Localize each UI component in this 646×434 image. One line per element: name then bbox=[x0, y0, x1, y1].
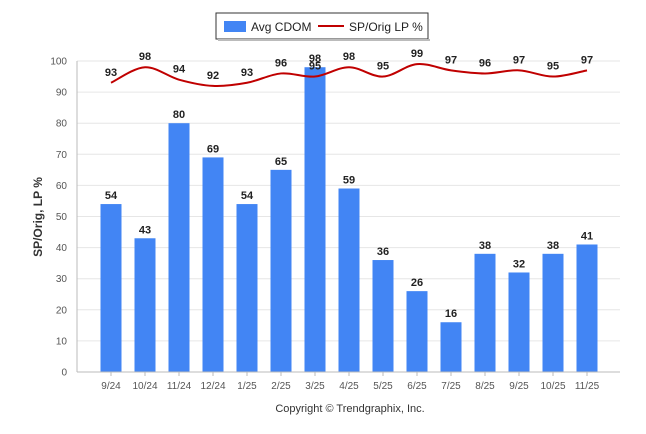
y-tick-label-60: 60 bbox=[56, 181, 68, 192]
y-tick-label-40: 40 bbox=[56, 243, 68, 254]
line-label-10: 97 bbox=[445, 54, 457, 66]
x-tick-label-1: 10/24 bbox=[132, 381, 157, 392]
line-label-5: 96 bbox=[275, 57, 287, 69]
line-label-2: 94 bbox=[173, 64, 186, 76]
x-tick-label-0: 9/24 bbox=[101, 381, 121, 392]
bar-label-8: 36 bbox=[377, 246, 389, 258]
line-label-1: 98 bbox=[139, 51, 151, 63]
x-tick-label-8: 5/25 bbox=[373, 381, 393, 392]
bar-6 bbox=[304, 67, 326, 372]
x-tick-label-11: 8/25 bbox=[475, 381, 495, 392]
x-tick-label-7: 4/25 bbox=[339, 381, 359, 392]
bar-9 bbox=[406, 291, 428, 372]
y-tick-label-70: 70 bbox=[56, 150, 68, 161]
bar-label-3: 69 bbox=[207, 143, 219, 155]
bar-label-12: 32 bbox=[513, 258, 525, 270]
bar-label-2: 80 bbox=[173, 109, 185, 121]
legend: Avg CDOM SP/Orig LP % bbox=[215, 12, 430, 41]
legend-label-sp-orig-lp: SP/Orig LP % bbox=[349, 20, 423, 34]
y-axis-title: SP/Orig, LP % bbox=[31, 177, 45, 257]
bar-label-4: 54 bbox=[241, 190, 254, 202]
bar-layer bbox=[100, 67, 598, 372]
legend-box-shadow bbox=[218, 39, 430, 41]
bar-3 bbox=[202, 157, 224, 372]
bar-label-13: 38 bbox=[547, 240, 559, 252]
line-label-12: 97 bbox=[513, 54, 525, 66]
x-tick-label-9: 6/25 bbox=[407, 381, 427, 392]
bar-label-11: 38 bbox=[479, 240, 491, 252]
bar-1 bbox=[134, 238, 156, 372]
y-tick-label-30: 30 bbox=[56, 274, 68, 285]
legend-swatch-avg-cdom bbox=[224, 21, 246, 32]
bar-0 bbox=[100, 204, 122, 372]
x-tick-label-5: 2/25 bbox=[271, 381, 291, 392]
bar-4 bbox=[236, 204, 258, 372]
label-layer: 54 43 80 69 54 65 98 59 36 26 16 38 32 38 41 93 98 94 92 93… bbox=[105, 48, 593, 320]
bar-label-5: 65 bbox=[275, 156, 287, 168]
bar-10 bbox=[440, 322, 462, 372]
bar-label-6: 98 bbox=[309, 53, 321, 65]
x-tick-label-2: 11/24 bbox=[167, 381, 192, 392]
legend-label-avg-cdom: Avg CDOM bbox=[251, 20, 311, 34]
y-tick-label-90: 90 bbox=[56, 88, 68, 99]
x-tick-label-4: 1/25 bbox=[237, 381, 257, 392]
line-label-9: 99 bbox=[411, 48, 423, 60]
bar-14 bbox=[576, 244, 598, 372]
line-label-8: 95 bbox=[377, 61, 389, 73]
x-tick-label-12: 9/25 bbox=[509, 381, 529, 392]
x-tick-label-13: 10/25 bbox=[540, 381, 565, 392]
bar-13 bbox=[542, 253, 564, 372]
bar-label-9: 26 bbox=[411, 277, 423, 289]
bar-label-7: 59 bbox=[343, 175, 355, 187]
bar-label-10: 16 bbox=[445, 308, 457, 320]
line-layer bbox=[110, 63, 588, 87]
line-label-14: 97 bbox=[581, 54, 593, 66]
bar-label-0: 54 bbox=[105, 190, 118, 202]
bar-8 bbox=[372, 260, 394, 372]
axis-layer: 0 10 20 30 40 50 60 70 80 90 100 9/24 10/24 11/24 12/2… bbox=[50, 57, 620, 392]
line-label-7: 98 bbox=[343, 51, 355, 63]
bar-11 bbox=[474, 253, 496, 372]
line-label-0: 93 bbox=[105, 67, 117, 79]
y-tick-label-0: 0 bbox=[61, 368, 67, 379]
bar-label-14: 41 bbox=[581, 230, 593, 242]
x-tick-label-3: 12/24 bbox=[200, 381, 225, 392]
x-tick-label-6: 3/25 bbox=[305, 381, 325, 392]
bar-label-1: 43 bbox=[139, 224, 151, 236]
line-label-4: 93 bbox=[241, 67, 253, 79]
y-tick-label-100: 100 bbox=[50, 57, 67, 68]
line-label-6: 95 bbox=[309, 61, 321, 73]
x-tick-label-14: 11/25 bbox=[575, 381, 600, 392]
y-tick-label-10: 10 bbox=[56, 336, 68, 347]
bar-5 bbox=[270, 169, 292, 372]
bar-2 bbox=[168, 123, 190, 372]
y-tick-label-50: 50 bbox=[56, 212, 68, 223]
bar-12 bbox=[508, 272, 530, 372]
x-tick-label-10: 7/25 bbox=[441, 381, 461, 392]
line-label-13: 95 bbox=[547, 61, 559, 73]
line-series-sp-orig-lp bbox=[110, 63, 588, 87]
copyright-text: Copyright © Trendgraphix, Inc. bbox=[275, 403, 424, 415]
y-tick-label-80: 80 bbox=[56, 119, 68, 130]
bar-7 bbox=[338, 188, 360, 372]
line-label-3: 92 bbox=[207, 70, 219, 82]
line-label-11: 96 bbox=[479, 57, 491, 69]
y-tick-label-20: 20 bbox=[56, 305, 68, 316]
